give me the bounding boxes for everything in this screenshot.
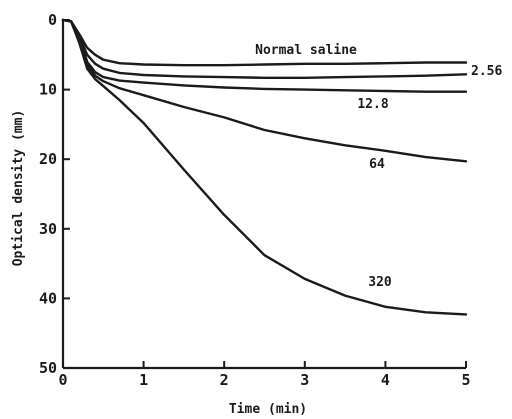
y-axis-title: Optical density (mm)	[11, 110, 26, 267]
x-tick-label: 4	[381, 371, 390, 389]
series-line-2-56	[61, 18, 468, 79]
x-tick-label: 2	[220, 371, 229, 389]
series-label-normal-saline: Normal saline	[255, 43, 357, 58]
x-tick-label: 5	[461, 371, 470, 389]
y-tick-label: 40	[39, 289, 57, 307]
x-tick-label: 1	[139, 371, 148, 389]
series-group	[61, 18, 468, 316]
y-tick-label: 50	[39, 359, 57, 377]
y-tick-label: 30	[39, 220, 57, 238]
series-label-64: 64	[369, 157, 385, 172]
y-tick-label: 0	[48, 11, 57, 29]
y-tick-label: 20	[39, 150, 57, 168]
x-axis-title: Time (min)	[229, 402, 307, 417]
series-label-2-56: 2.56	[471, 64, 502, 79]
y-tick-group: 0 10 20 30 40 50	[39, 11, 70, 377]
x-tick-group: 0 1 2 3 4 5	[58, 361, 471, 389]
x-tick-label: 3	[300, 371, 309, 389]
series-label-group: Normal saline 2.56 12.8 64 320	[255, 43, 502, 290]
series-line-normal-saline	[61, 18, 468, 67]
series-label-12-8: 12.8	[357, 97, 388, 112]
x-tick-label: 0	[58, 371, 67, 389]
series-label-320: 320	[368, 275, 392, 290]
y-tick-label: 10	[39, 81, 57, 99]
series-line-320	[61, 18, 468, 316]
